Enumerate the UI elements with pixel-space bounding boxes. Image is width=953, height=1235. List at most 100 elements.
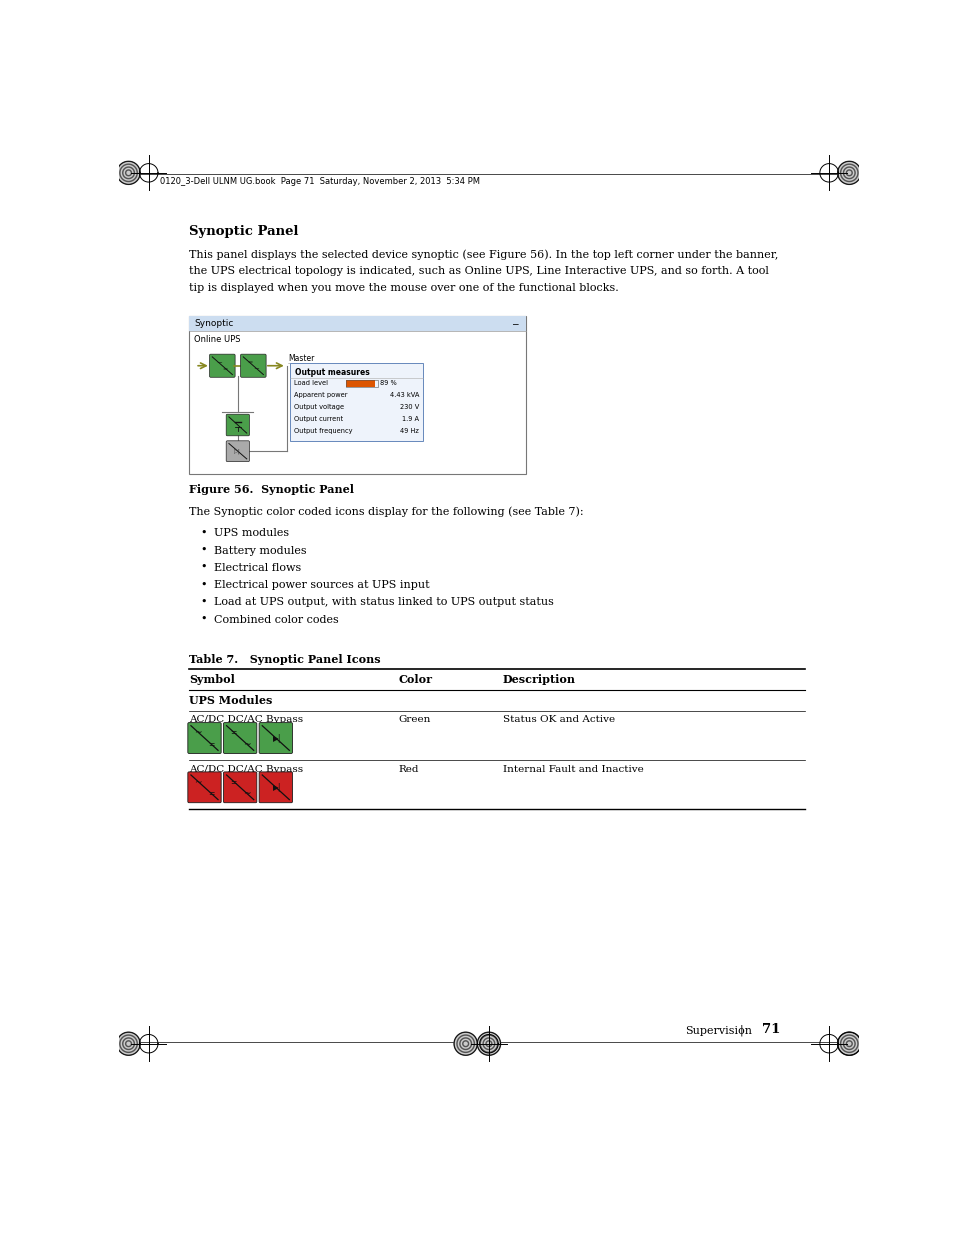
Polygon shape: [837, 1032, 860, 1055]
Text: Online UPS: Online UPS: [194, 335, 241, 343]
Text: −: −: [511, 319, 517, 327]
Polygon shape: [459, 1037, 471, 1050]
Text: ~: ~: [243, 789, 251, 798]
FancyBboxPatch shape: [226, 414, 249, 436]
Text: Electrical power sources at UPS input: Electrical power sources at UPS input: [213, 580, 429, 590]
Polygon shape: [485, 1041, 492, 1046]
Polygon shape: [464, 1042, 467, 1045]
Text: Battery modules: Battery modules: [213, 546, 306, 556]
Text: ▷|: ▷|: [234, 448, 241, 454]
Text: 49 Hz: 49 Hz: [400, 429, 418, 435]
Polygon shape: [837, 162, 860, 184]
Bar: [290, 363, 422, 441]
Text: 4.43 kVA: 4.43 kVA: [390, 393, 418, 399]
Polygon shape: [455, 1034, 476, 1053]
Text: Symbol: Symbol: [189, 674, 234, 684]
Text: 89 %: 89 %: [380, 380, 396, 387]
Bar: [345, 380, 375, 387]
Text: Load level: Load level: [294, 380, 327, 387]
Polygon shape: [845, 1041, 851, 1046]
Text: ~: ~: [193, 778, 201, 787]
Text: AC/DC DC/AC Bypass: AC/DC DC/AC Bypass: [189, 715, 303, 724]
Text: Figure 56.  Synoptic Panel: Figure 56. Synoptic Panel: [189, 484, 354, 494]
Text: This panel displays the selected device synoptic (see Figure 56). In the top lef: This panel displays the selected device …: [189, 249, 778, 261]
Polygon shape: [837, 1032, 860, 1055]
Text: Status OK and Active: Status OK and Active: [502, 715, 615, 724]
Polygon shape: [841, 165, 856, 180]
Text: ~: ~: [253, 367, 259, 373]
Text: UPS Modules: UPS Modules: [189, 694, 273, 705]
FancyBboxPatch shape: [223, 772, 256, 803]
Polygon shape: [840, 1035, 857, 1052]
Polygon shape: [456, 1035, 474, 1052]
Polygon shape: [123, 167, 134, 179]
Text: UPS modules: UPS modules: [213, 529, 289, 538]
Text: Synoptic Panel: Synoptic Panel: [189, 225, 298, 238]
Text: =: =: [223, 367, 228, 372]
Text: Output measures: Output measures: [294, 368, 370, 377]
Polygon shape: [484, 1040, 493, 1049]
Polygon shape: [841, 1036, 856, 1051]
Text: Supervision: Supervision: [684, 1026, 751, 1036]
Polygon shape: [121, 165, 135, 180]
Polygon shape: [454, 1032, 476, 1055]
Text: ~: ~: [243, 740, 251, 748]
Polygon shape: [127, 1042, 130, 1045]
Polygon shape: [487, 1042, 490, 1045]
Text: 230 V: 230 V: [399, 404, 418, 410]
Polygon shape: [842, 1037, 854, 1050]
Bar: [345, 380, 377, 387]
Text: AC/DC DC/AC Bypass: AC/DC DC/AC Bypass: [189, 764, 303, 773]
FancyBboxPatch shape: [188, 772, 221, 803]
Polygon shape: [120, 1035, 137, 1052]
Text: =: =: [230, 729, 236, 737]
Polygon shape: [126, 170, 132, 175]
Polygon shape: [121, 1036, 135, 1051]
Polygon shape: [479, 1035, 497, 1052]
Polygon shape: [118, 1034, 138, 1053]
FancyBboxPatch shape: [210, 354, 234, 377]
FancyBboxPatch shape: [259, 722, 293, 753]
Text: Description: Description: [502, 674, 576, 684]
Text: •: •: [200, 614, 207, 624]
Polygon shape: [478, 1034, 498, 1053]
Polygon shape: [123, 1037, 134, 1050]
Text: •: •: [200, 545, 207, 555]
Text: ▶|: ▶|: [273, 734, 281, 742]
Text: Load at UPS output, with status linked to UPS output status: Load at UPS output, with status linked t…: [213, 598, 553, 608]
FancyBboxPatch shape: [240, 354, 266, 377]
Polygon shape: [117, 1032, 140, 1055]
Text: Internal Fault and Inactive: Internal Fault and Inactive: [502, 764, 643, 773]
Polygon shape: [842, 1037, 854, 1050]
Text: =: =: [230, 778, 236, 787]
Text: •: •: [200, 597, 207, 606]
Polygon shape: [120, 164, 137, 182]
Text: Red: Red: [397, 764, 418, 773]
Polygon shape: [124, 168, 132, 177]
Text: Synoptic: Synoptic: [194, 319, 233, 327]
Text: ~: ~: [216, 359, 222, 366]
FancyBboxPatch shape: [226, 441, 249, 462]
Text: The Synoptic color coded icons display for the following (see Table 7):: The Synoptic color coded icons display f…: [189, 506, 583, 517]
Text: =: =: [208, 789, 214, 798]
Text: ~: ~: [193, 729, 201, 737]
Text: Color: Color: [397, 674, 432, 684]
Text: Master: Master: [288, 353, 314, 363]
Text: =: =: [248, 361, 253, 366]
Polygon shape: [841, 1036, 856, 1051]
Polygon shape: [840, 164, 857, 182]
Polygon shape: [117, 162, 140, 184]
Bar: [189, 316, 525, 474]
Polygon shape: [844, 168, 853, 177]
Polygon shape: [126, 1041, 132, 1046]
Text: the UPS electrical topology is indicated, such as Online UPS, Line Interactive U: the UPS electrical topology is indicated…: [189, 267, 768, 277]
Text: ▶|: ▶|: [273, 783, 281, 792]
Polygon shape: [847, 1042, 850, 1045]
Polygon shape: [847, 172, 850, 174]
Text: tip is displayed when you move the mouse over one of the functional blocks.: tip is displayed when you move the mouse…: [189, 283, 618, 293]
Polygon shape: [476, 1032, 500, 1055]
Text: Table 7.   Synoptic Panel Icons: Table 7. Synoptic Panel Icons: [189, 653, 380, 664]
Polygon shape: [458, 1036, 473, 1051]
Polygon shape: [124, 1040, 132, 1049]
Polygon shape: [839, 163, 859, 183]
